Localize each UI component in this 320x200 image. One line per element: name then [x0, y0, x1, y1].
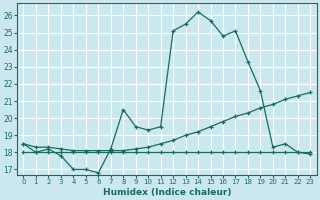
X-axis label: Humidex (Indice chaleur): Humidex (Indice chaleur) [103, 188, 231, 197]
